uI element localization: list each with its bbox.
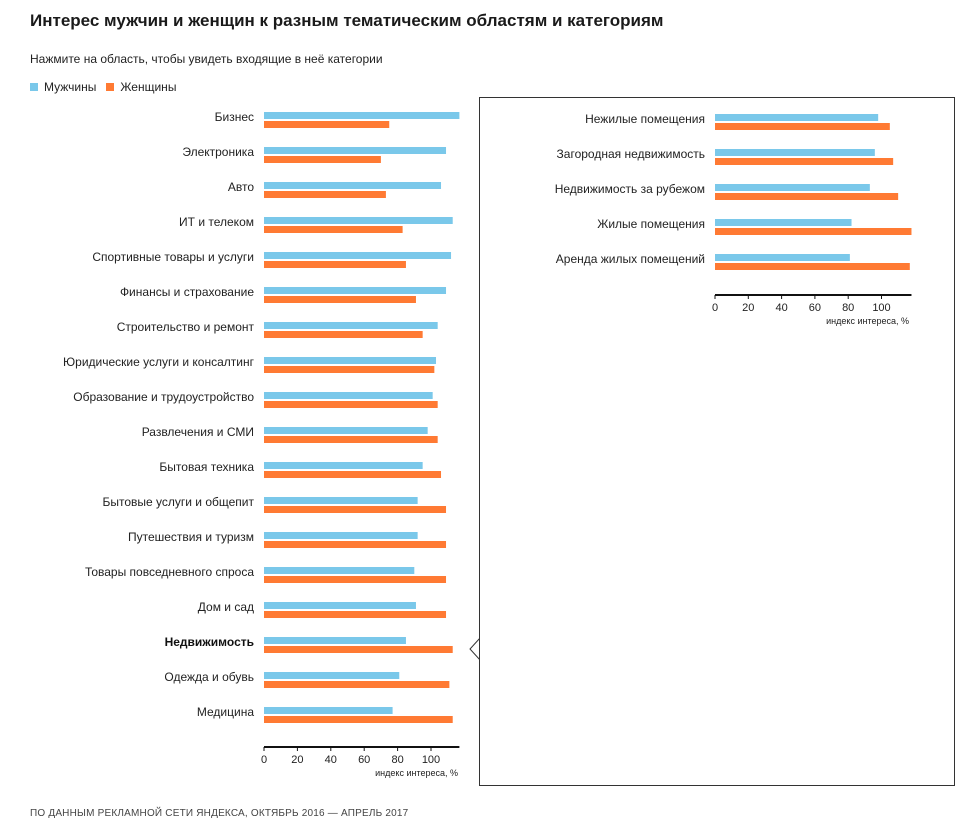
main-category-label[interactable]: Дом и сад [198,600,254,614]
main-category-label[interactable]: Электроника [182,145,254,159]
main-category-label[interactable]: Путешествия и туризм [128,530,254,544]
detail-bar-men [715,219,852,226]
main-bar-men[interactable] [264,567,415,574]
chart-title: Интерес мужчин и женщин к разным тематич… [30,11,664,30]
main-tick-label: 0 [261,754,267,766]
main-bar-men[interactable] [264,602,416,609]
main-bar-women[interactable] [264,226,403,233]
main-chart: Бизнес Электроника Авто ИТ и телеком Спортив… [63,110,460,778]
main-category-label[interactable]: Бизнес [215,110,254,124]
legend: Мужчины Женщины [30,80,186,94]
detail-tick-label: 60 [809,302,821,314]
main-category-label[interactable]: Бытовая техника [159,460,254,474]
main-bar-men[interactable] [264,532,418,539]
detail-category-label: Недвижимость за рубежом [555,182,705,196]
main-category-label[interactable]: Развлечения и СМИ [142,425,254,439]
legend-item-women: Женщины [106,80,176,94]
main-bar-men[interactable] [264,672,400,679]
main-bar-men[interactable] [264,112,460,119]
detail-tick-label: 80 [842,302,854,314]
detail-bar-men [715,184,870,191]
main-bar-women[interactable] [264,681,450,688]
main-tick-label: 80 [391,754,403,766]
detail-category-label: Нежилые помещения [585,112,705,126]
main-category-label[interactable]: Медицина [197,705,254,719]
main-x-axis-title: индекс интереса, % [375,768,458,778]
legend-item-men: Мужчины [30,80,96,94]
main-bar-men[interactable] [264,322,438,329]
detail-tick-label: 20 [742,302,754,314]
detail-bar-men [715,149,875,156]
detail-panel: Нежилые помещения Загородная недвижимость… [479,97,955,786]
main-bar-women[interactable] [264,156,381,163]
main-bar-men[interactable] [264,707,393,714]
main-bar-men[interactable] [264,182,442,189]
main-category-label[interactable]: Финансы и страхование [120,285,254,299]
main-tick-label: 60 [358,754,370,766]
main-bar-women[interactable] [264,261,406,268]
main-tick-label: 40 [325,754,337,766]
detail-tick-label: 40 [775,302,787,314]
main-tick-label: 20 [291,754,303,766]
main-bar-men[interactable] [264,217,453,224]
main-bar-men[interactable] [264,427,428,434]
detail-category-label: Жилые помещения [597,217,705,231]
main-bar-women[interactable] [264,506,447,513]
main-bar-women[interactable] [264,436,438,443]
source-note: ПО ДАННЫМ РЕКЛАМНОЙ СЕТИ ЯНДЕКСА, ОКТЯБР… [30,808,409,819]
legend-label-men: Мужчины [44,80,97,94]
main-bar-women[interactable] [264,401,438,408]
legend-swatch-men [30,83,38,91]
main-category-label[interactable]: Одежда и обувь [164,670,254,684]
main-bar-women[interactable] [264,716,453,723]
main-category-label[interactable]: Бытовые услуги и общепит [102,495,254,509]
main-category-label[interactable]: Авто [228,180,254,194]
detail-bar-men [715,254,850,261]
main-category-label[interactable]: Юридические услуги и консалтинг [63,355,255,369]
detail-x-axis-title: индекс интереса, % [826,316,909,326]
detail-bar-women [715,193,899,200]
main-bar-women[interactable] [264,366,435,373]
main-category-label[interactable]: Товары повседневного спроса [85,565,254,579]
main-category-label[interactable]: Спортивные товары и услуги [92,250,254,264]
detail-bar-men [715,114,879,121]
detail-bar-women [715,228,912,235]
detail-bar-women [715,123,890,130]
main-category-label[interactable]: ИТ и телеком [179,215,254,229]
detail-tick-label: 100 [872,302,890,314]
main-bar-men[interactable] [264,497,418,504]
detail-category-label: Загородная недвижимость [557,147,705,161]
main-bar-women[interactable] [264,331,423,338]
detail-bar-women [715,263,910,270]
main-bar-men[interactable] [264,357,437,364]
detail-tick-label: 0 [712,302,718,314]
main-category-label[interactable]: Недвижимость [165,635,254,649]
main-bar-men[interactable] [264,637,406,644]
main-bar-women[interactable] [264,471,442,478]
detail-chart: Нежилые помещения Загородная недвижимость… [555,112,912,326]
main-bar-women[interactable] [264,541,447,548]
main-bar-women[interactable] [264,121,390,128]
main-bar-men[interactable] [264,252,452,259]
main-bar-men[interactable] [264,147,447,154]
main-category-label[interactable]: Образование и трудоустройство [73,390,254,404]
detail-category-label: Аренда жилых помещений [556,252,705,266]
main-bar-men[interactable] [264,287,447,294]
main-bar-women[interactable] [264,576,447,583]
main-tick-label: 100 [422,754,440,766]
main-bar-women[interactable] [264,611,447,618]
main-category-label[interactable]: Строительство и ремонт [117,320,255,334]
legend-swatch-women [106,83,115,91]
main-bar-men[interactable] [264,462,423,469]
detail-bar-women [715,158,894,165]
chart-subtitle: Нажмите на область, чтобы увидеть входящ… [30,52,383,66]
main-bar-women[interactable] [264,646,453,653]
main-bar-women[interactable] [264,191,386,198]
main-bar-men[interactable] [264,392,433,399]
main-bar-women[interactable] [264,296,416,303]
legend-label-women: Женщины [120,80,177,94]
